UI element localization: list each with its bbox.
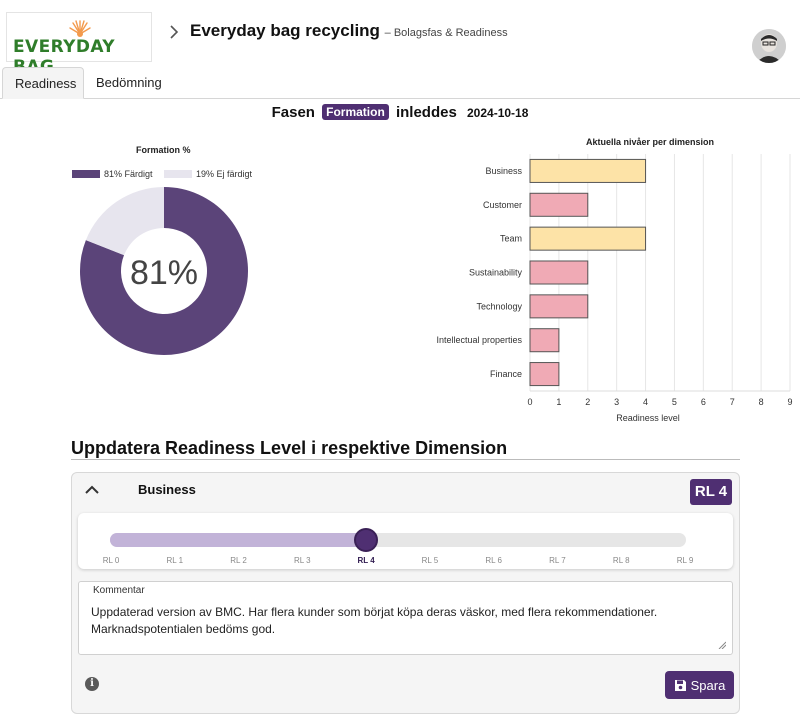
bar-sustainability[interactable] [529,260,589,285]
slider-tick-label[interactable]: RL 7 [549,556,566,565]
donut-chart: 81% [79,187,249,355]
tab-bar: Readiness Bedömning [0,67,800,99]
phase-badge: Formation [322,104,389,120]
slider-tick-label[interactable]: RL 5 [421,556,439,565]
x-tick-label: 1 [556,397,561,407]
company-logo: EVERYDAY BAG [6,12,152,77]
y-tick-label: Business [485,166,522,176]
chevron-up-icon[interactable] [82,481,102,499]
legend-label-done: 81% Färdigt [104,169,153,179]
slider-tick-label[interactable]: RL 6 [485,556,502,565]
x-tick-label: 2 [585,397,590,407]
x-tick-label: 5 [672,397,677,407]
save-button[interactable]: Spara [665,671,734,699]
slider-tick-label[interactable]: RL 3 [294,556,311,565]
dimension-card: Business RL 4 RL 0 RL 1 RL 2 RL 3 RL 4 RL 5 RL… [71,472,740,714]
bar-team[interactable] [529,226,647,251]
slider-tick-label[interactable]: RL 8 [612,556,630,565]
phase-prefix: Fasen [271,104,315,121]
donut-slice-done[interactable] [79,187,249,355]
bar-business[interactable] [529,158,647,183]
bar-chart-title: Aktuella nivåer per dimension [586,137,714,147]
slider-tick-label[interactable]: RL 2 [230,556,247,565]
y-tick-label: Customer [483,200,522,210]
info-icon[interactable]: i [85,677,99,691]
x-axis-label: Readiness level [616,413,680,423]
phase-date: 2024-10-18 [467,106,529,120]
bar-intellectual-properties[interactable] [529,328,560,353]
readiness-slider-panel: RL 0 RL 1 RL 2 RL 3 RL 4 RL 5 RL 6 RL 7 RL 8 RL 9 [78,513,733,569]
save-button-label: Spara [690,677,726,693]
slider-tick-label[interactable]: RL 1 [166,556,184,565]
company-name: Everyday bag recycling [190,21,380,40]
donut-center-label: 81% [130,254,198,292]
x-tick-label: 7 [730,397,735,407]
x-tick-label: 8 [759,397,764,407]
chevron-right-icon [170,25,179,39]
x-tick-label: 4 [643,397,648,407]
legend-label-rest: 19% Ej färdigt [196,169,253,179]
dimension-name: Business [138,482,196,497]
rl-badge: RL 4 [690,479,732,505]
bar-customer[interactable] [529,192,589,217]
slider-tick-label[interactable]: RL 9 [676,556,694,565]
tab-readiness[interactable]: Readiness [2,67,84,99]
bar-chart: Aktuella nivåer per dimension Business Cus… [436,137,792,423]
bar-finance[interactable] [529,362,560,387]
x-tick-label: 0 [527,397,532,407]
legend-swatch-done [72,170,100,178]
x-tick-label: 9 [787,397,792,407]
slider-tick-label[interactable]: RL 4 [357,556,375,565]
slider-track[interactable] [110,528,686,552]
legend-swatch-rest [164,170,192,178]
y-tick-label: Team [500,234,522,244]
phase-suffix: inleddes [395,104,457,121]
tab-bedomning[interactable]: Bedömning [96,75,162,90]
phase-header: Fasen Formation inleddes 2024-10-18 [0,104,800,121]
legend-item-rest[interactable]: 19% Ej färdigt [164,169,252,179]
floppy-disk-icon [674,679,686,691]
slider-fill [110,533,366,547]
slider-thumb[interactable] [354,528,378,552]
y-tick-label: Technology [476,301,522,311]
page-subtitle: – Bolagsfas & Readiness [384,27,508,39]
comment-box: Kommentar Uppdaterad version av BMC. Har… [78,581,733,655]
page-title: Everyday bag recycling – Bolagsfas & Rea… [190,21,508,41]
section-title: Uppdatera Readiness Level i respektive D… [71,438,508,458]
y-tick-label: Sustainability [469,268,523,278]
user-avatar[interactable] [752,29,786,63]
donut-slice-rest[interactable] [85,187,164,256]
sun-logo-icon [69,20,91,37]
avatar-photo-icon [752,29,786,63]
y-tick-label: Finance [490,369,522,379]
legend-item-done[interactable]: 81% Färdigt [72,169,153,179]
comment-textarea[interactable]: Uppdaterad version av BMC. Har flera kun… [91,604,721,648]
x-tick-label: 3 [614,397,619,407]
resize-handle-icon[interactable] [718,641,726,649]
donut-title: Formation % [136,145,191,155]
slider-tick-label[interactable]: RL 0 [102,556,120,565]
comment-label: Kommentar [93,585,145,596]
bar-technology[interactable] [529,294,589,319]
x-tick-label: 6 [701,397,706,407]
section-divider [71,459,740,460]
y-tick-label: Intellectual properties [436,335,522,345]
